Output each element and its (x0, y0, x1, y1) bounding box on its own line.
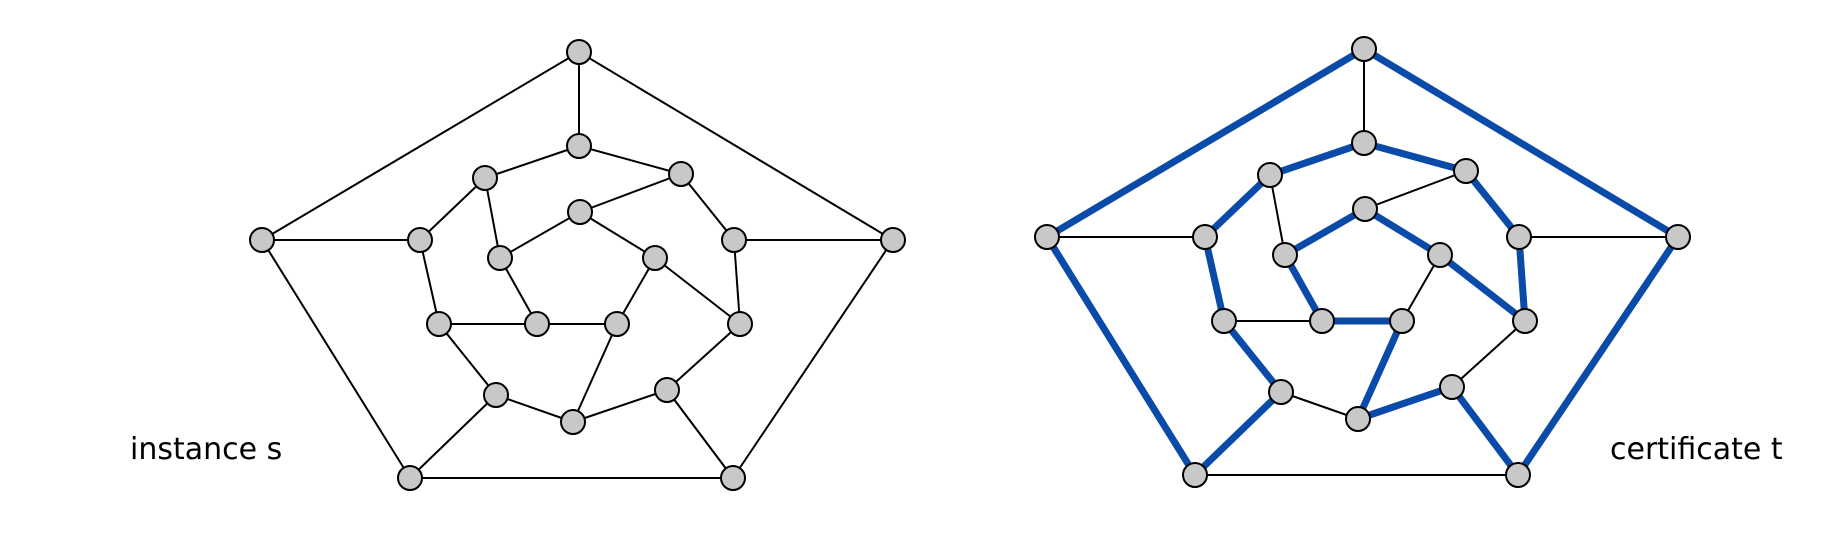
certificate-node (1272, 242, 1298, 268)
certificate-cycle-edge (1363, 139, 1467, 175)
certificate-cycle-edge (1201, 236, 1228, 322)
instance-node (397, 465, 423, 491)
certificate-node (1389, 308, 1415, 334)
instance-node (567, 199, 593, 225)
instance-edge (499, 211, 581, 259)
certificate-cycle-edge (1221, 318, 1284, 395)
certificate-cycle-edge (1268, 139, 1366, 179)
certificate-node (1268, 379, 1294, 405)
instance-edge (680, 173, 735, 241)
instance-edge (654, 257, 741, 325)
graph-instance-s (249, 39, 906, 491)
certificate-node (1665, 224, 1691, 250)
instance-node (604, 311, 630, 337)
instance-edge (438, 323, 497, 396)
graph-certificate-t (1034, 36, 1691, 488)
instance-edge (578, 51, 894, 241)
instance-edge (261, 51, 580, 241)
certificate-node (1257, 162, 1283, 188)
instance-node (727, 311, 753, 337)
instance-node (654, 377, 680, 403)
instance-node (560, 409, 586, 435)
certificate-edge (1280, 391, 1359, 420)
certificate-node (1453, 158, 1479, 184)
certificate-cycle-edge (1449, 384, 1521, 478)
certificate-cycle-edge (1045, 45, 1366, 241)
certificate-cycle-edge (1363, 206, 1442, 258)
instance-node (524, 311, 550, 337)
certificate-node (1352, 196, 1378, 222)
certificate-node (1439, 374, 1465, 400)
instance-node (483, 382, 509, 408)
instance-node (720, 465, 746, 491)
certificate-cycle-edge (1356, 383, 1454, 423)
certificate-edge (1451, 320, 1526, 388)
instance-edge (666, 323, 741, 391)
certificate-node (1351, 36, 1377, 62)
certificate-cycle-edge (1463, 168, 1522, 240)
instance-edge (261, 239, 411, 479)
instance-node (880, 227, 906, 253)
certificate-cycle-edge (1515, 235, 1681, 477)
certificate-cycle-edge (1437, 252, 1528, 324)
instance-edge (419, 239, 440, 325)
instance-edge (495, 394, 574, 423)
certificate-cycle-edge (1354, 319, 1406, 421)
instance-edge (484, 177, 501, 259)
instance-node (472, 165, 498, 191)
instance-node (642, 245, 668, 271)
label-instance: instance s (130, 432, 283, 467)
certificate-node (1034, 224, 1060, 250)
certificate-edge (1269, 174, 1286, 256)
instance-edge (733, 239, 741, 325)
instance-edge (409, 394, 497, 479)
certificate-node (1309, 308, 1335, 334)
instance-node (249, 227, 275, 253)
certificate-cycle-edge (1283, 205, 1367, 259)
certificate-cycle-edge (1044, 235, 1198, 477)
instance-edge (484, 145, 580, 179)
instance-node (721, 227, 747, 253)
instance-edge (666, 389, 734, 479)
instance-edge (419, 177, 486, 241)
instance-node (566, 133, 592, 159)
instance-node (407, 227, 433, 253)
certificate-node (1345, 406, 1371, 432)
certificate-cycle-edge (1192, 389, 1284, 478)
certificate-node (1211, 308, 1237, 334)
certificate-node (1512, 308, 1538, 334)
certificate-node (1506, 224, 1532, 250)
certificate-edge (1364, 170, 1467, 210)
instance-node (668, 161, 694, 187)
instance-edge (578, 145, 682, 175)
instance-edge (579, 211, 656, 259)
instance-node (426, 311, 452, 337)
certificate-node (1351, 130, 1377, 156)
certificate-node (1427, 242, 1453, 268)
instance-node (566, 39, 592, 65)
instance-edge (579, 173, 682, 213)
instance-edge (572, 389, 668, 423)
certificate-cycle-edge (1362, 45, 1680, 241)
certificate-node (1505, 462, 1531, 488)
instance-edge (572, 323, 618, 423)
certificate-node (1182, 462, 1208, 488)
label-certificate: certificate t (1610, 432, 1783, 467)
certificate-node (1192, 224, 1218, 250)
instance-edge (732, 239, 894, 479)
certificate-cycle-edge (1515, 236, 1529, 322)
certificate-cycle-edge (1202, 172, 1273, 240)
instance-node (487, 245, 513, 271)
